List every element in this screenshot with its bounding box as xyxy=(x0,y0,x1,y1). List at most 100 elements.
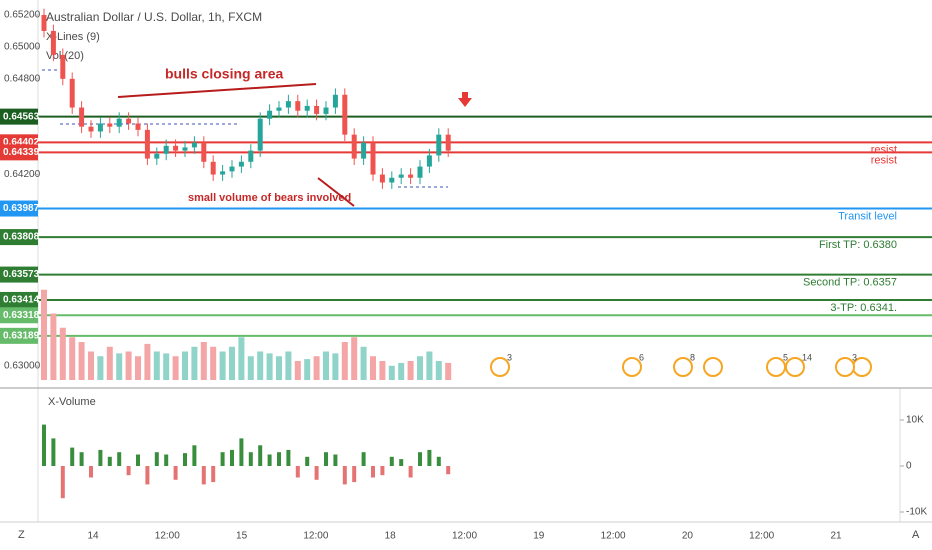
price-label-box xyxy=(0,327,38,344)
x-tick-label: 20 xyxy=(682,531,694,542)
volume-bar xyxy=(144,343,151,380)
xvolume-bar xyxy=(70,447,75,466)
event-icon xyxy=(673,357,693,377)
xvolume-bar xyxy=(239,438,244,466)
xvolume-bar xyxy=(230,449,234,466)
event-count: 8 xyxy=(690,352,695,362)
candle-body xyxy=(154,153,160,159)
y-tick-label: 0.65000 xyxy=(4,42,41,53)
price-label: 0.64563 xyxy=(3,111,40,122)
volume-bar xyxy=(59,327,66,380)
candle-body xyxy=(276,107,282,111)
candle-body xyxy=(361,142,367,159)
event-count: 3 xyxy=(507,352,512,362)
xvolume-bar xyxy=(117,452,122,466)
xvolume-bar xyxy=(42,424,46,466)
xvolume-bar xyxy=(79,452,84,466)
volume-bar xyxy=(323,351,329,380)
volume-bar xyxy=(276,356,282,380)
annotation: small volume of bears involved xyxy=(188,192,351,204)
xvolume-bar xyxy=(324,452,328,466)
candle-body xyxy=(389,177,395,183)
candle-body xyxy=(173,145,179,151)
candle-body xyxy=(201,142,207,162)
xvolume-bar xyxy=(136,454,140,466)
candle-body xyxy=(417,166,423,178)
volume-bar xyxy=(351,337,358,380)
price-label: 0.63808 xyxy=(3,232,40,243)
xvolume-bar xyxy=(183,453,187,466)
chart-title: Australian Dollar / U.S. Dollar, 1h, FXC… xyxy=(46,10,262,24)
y2-tick-label: -10K xyxy=(906,507,927,518)
candle-body xyxy=(332,94,338,108)
indicator-label: X-Lines (9) xyxy=(46,31,100,43)
event-icon xyxy=(785,357,805,377)
candle-body xyxy=(163,145,169,154)
candle-body xyxy=(408,174,414,178)
candle-body xyxy=(116,118,122,127)
xvolume-bar xyxy=(380,466,385,476)
candle-body xyxy=(445,134,451,151)
event-icon xyxy=(835,357,855,377)
price-label: 0.63189 xyxy=(3,330,40,341)
xvolume-bar xyxy=(295,466,300,478)
candle-body xyxy=(257,118,263,151)
candle-body xyxy=(398,174,404,178)
volume-bar xyxy=(135,356,141,380)
xvolume-bar xyxy=(145,466,150,485)
candle-body xyxy=(88,126,94,132)
candle-body xyxy=(238,161,244,167)
price-label-box xyxy=(0,108,38,125)
volume-bar xyxy=(313,356,320,380)
volume-bar xyxy=(153,351,160,380)
xvolume-bar xyxy=(277,452,281,466)
volume-bar xyxy=(219,351,226,380)
x-tick-label: 19 xyxy=(533,531,545,542)
volume-bar xyxy=(125,351,132,380)
volume-bar xyxy=(163,353,170,380)
candle-body xyxy=(50,30,56,55)
event-count: 3 xyxy=(852,352,857,362)
candle-body xyxy=(191,142,197,148)
volume-bar xyxy=(332,353,339,380)
price-label-box xyxy=(0,266,38,283)
price-label-box xyxy=(0,291,38,308)
volume-bar xyxy=(172,356,179,380)
volume-bar xyxy=(445,362,452,380)
price-label: 0.64339 xyxy=(3,147,40,158)
xvolume-bar xyxy=(408,466,413,478)
volume-bar xyxy=(285,351,292,380)
candle-body xyxy=(285,101,291,108)
candle-body xyxy=(107,123,113,127)
volume-bar xyxy=(78,342,85,380)
event-icon xyxy=(622,357,642,377)
candle-body xyxy=(79,107,85,127)
xvolume-bar xyxy=(126,466,131,476)
candle-body xyxy=(370,142,376,175)
volume-bar xyxy=(69,337,76,380)
volume-bar xyxy=(191,346,198,380)
volume-bar xyxy=(106,346,113,380)
x-tick-label: 18 xyxy=(385,531,397,542)
x-tick-label: 15 xyxy=(236,531,248,542)
xvolume-bar xyxy=(89,466,93,478)
xvolume-bar xyxy=(371,466,375,478)
trend-line xyxy=(117,83,317,98)
candle-body xyxy=(220,171,226,175)
level-note: First TP: 0.6380 xyxy=(819,239,897,251)
volume-bar xyxy=(238,337,245,380)
candle-body xyxy=(69,78,75,108)
volume-bar xyxy=(435,361,442,380)
event-count: 14 xyxy=(802,352,812,362)
y2-tick-label: 10K xyxy=(906,415,924,426)
x-tick-label: 12:00 xyxy=(749,531,774,542)
price-label-box xyxy=(0,200,38,217)
xvolume-bar xyxy=(333,454,338,466)
volume-bar xyxy=(182,351,188,380)
level-note: resist xyxy=(871,154,897,166)
candle-body xyxy=(314,105,320,114)
volume-bar xyxy=(200,342,207,380)
volume-bar xyxy=(88,351,94,380)
volume-bar xyxy=(341,342,348,380)
